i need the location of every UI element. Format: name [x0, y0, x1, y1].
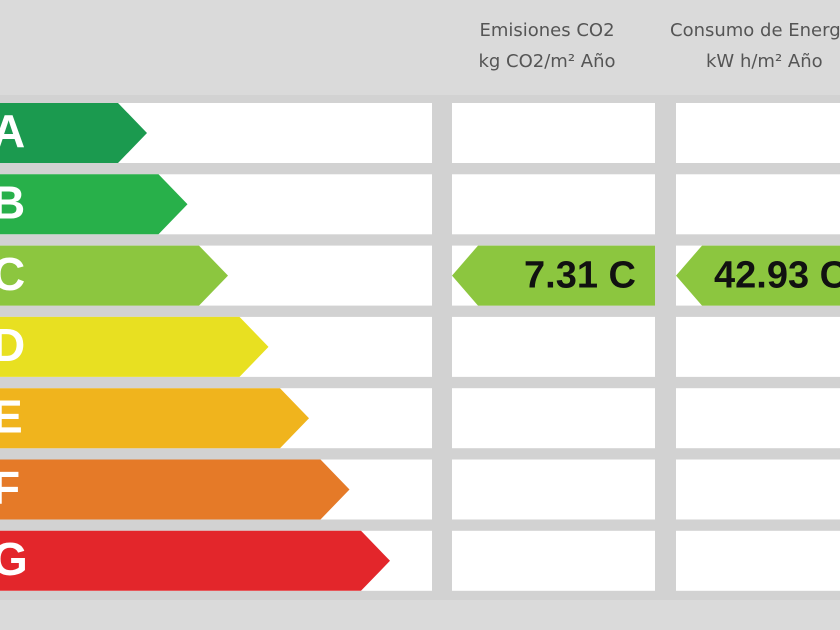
cell-bg [452, 530, 655, 591]
rating-letter: D [0, 319, 25, 371]
column-title: Emisiones CO2 [479, 20, 614, 41]
value-arrow [676, 245, 840, 306]
cell-bg [676, 174, 840, 235]
column-unit: kW h/m² Año [706, 51, 823, 72]
cell-bg [452, 316, 655, 377]
cell-bg [452, 174, 655, 235]
rating-letter: A [0, 105, 25, 157]
rating-letter: F [0, 462, 20, 514]
rating-arrow [0, 103, 147, 163]
value-label: 7.31 C [524, 255, 636, 297]
cell-bg [676, 103, 840, 163]
cell-bg [452, 103, 655, 163]
rating-arrow [0, 530, 390, 591]
cell-bg [452, 459, 655, 520]
column-title: Consumo de Energía [670, 20, 840, 41]
cell-bg [676, 459, 840, 520]
rating-letter: G [0, 533, 28, 585]
rating-letter: E [0, 390, 23, 442]
column-unit: kg CO2/m² Año [478, 51, 615, 72]
rating-letter: C [0, 248, 25, 300]
value-arrow [452, 245, 655, 306]
cell-bg [676, 530, 840, 591]
rating-letter: B [0, 176, 25, 228]
cell-bg [676, 316, 840, 377]
cell-bg [676, 388, 840, 449]
rating-arrow [0, 459, 350, 520]
rating-arrow [0, 388, 309, 449]
rating-arrow [0, 174, 188, 235]
cell-bg [452, 388, 655, 449]
rating-arrow [0, 245, 228, 306]
value-label: 42.93 C [714, 255, 840, 297]
rating-arrow [0, 316, 269, 377]
